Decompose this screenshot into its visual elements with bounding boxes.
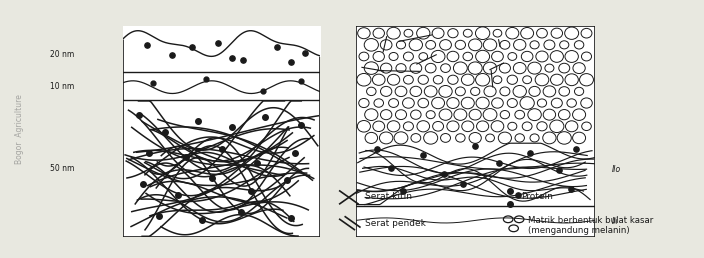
Text: Bogor  Agriculture: Bogor Agriculture — [15, 94, 23, 164]
Text: IIi: IIi — [612, 217, 618, 226]
Text: Serat kitin: Serat kitin — [365, 192, 413, 201]
Text: 50 nm: 50 nm — [49, 164, 74, 173]
Text: Protein: Protein — [521, 192, 553, 201]
Text: 10 nm: 10 nm — [50, 82, 74, 91]
Text: IIo: IIo — [612, 165, 621, 174]
Text: Serat pendek: Serat pendek — [365, 219, 426, 228]
Text: (mengandung melanin): (mengandung melanin) — [528, 227, 630, 235]
Text: Matrik berbentuk bulat kasar: Matrik berbentuk bulat kasar — [528, 216, 653, 225]
Text: 20 nm: 20 nm — [50, 50, 74, 59]
